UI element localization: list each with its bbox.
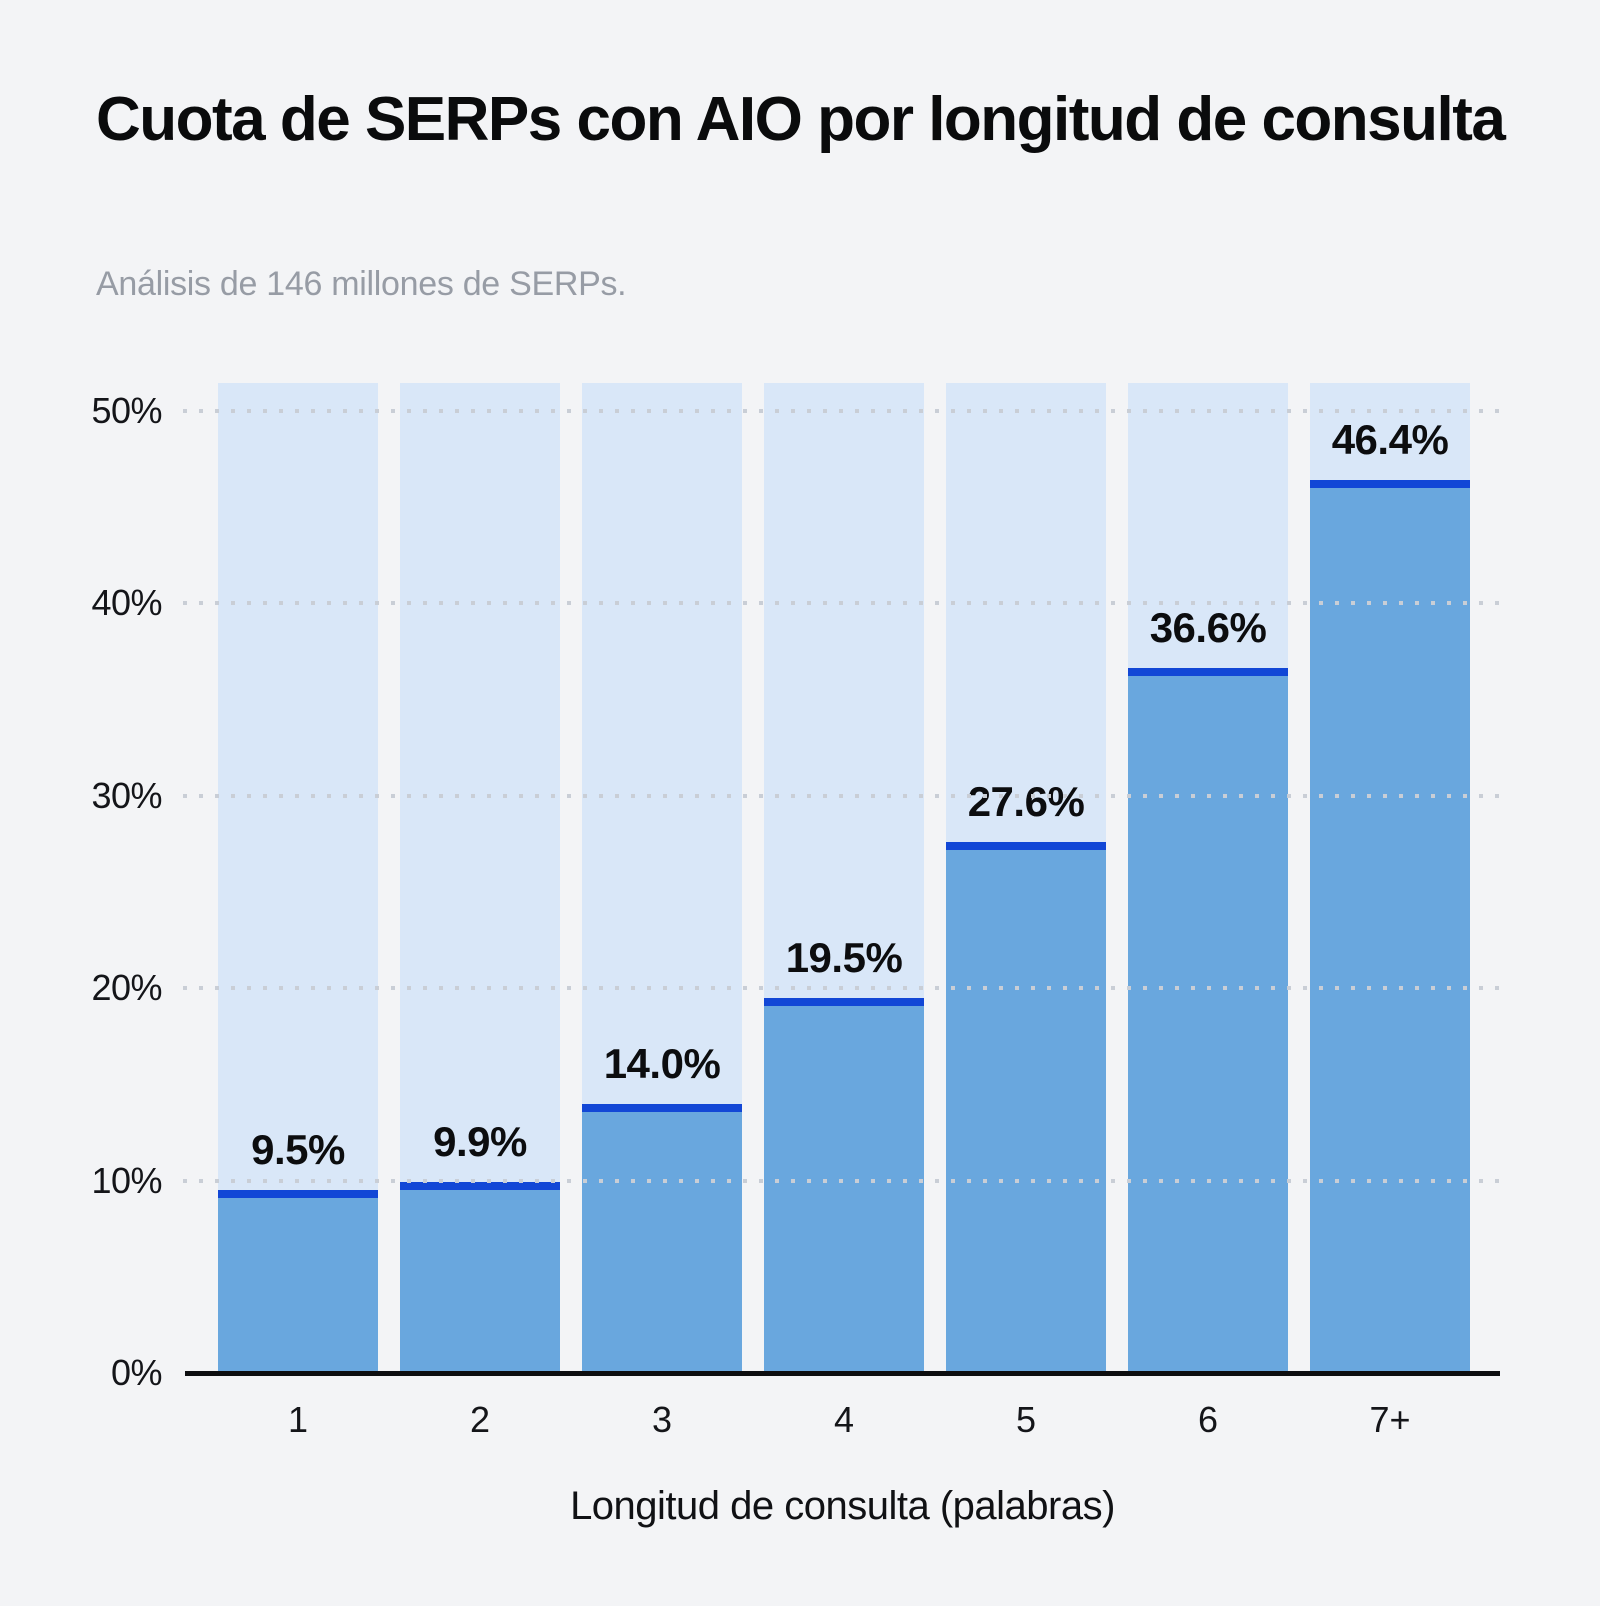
gridline: [183, 1178, 1500, 1183]
y-axis-tick-label: 20%: [91, 967, 162, 1008]
y-axis-tick-label: 10%: [91, 1159, 162, 1201]
bar-value-label: 27.6%: [967, 777, 1085, 825]
bar-value-label: 9.9%: [433, 1118, 527, 1166]
bar: [1128, 668, 1288, 1373]
x-axis-tick-label: 2: [469, 1399, 491, 1440]
bar-value-label: 19.5%: [785, 933, 903, 981]
bar: [946, 841, 1106, 1373]
y-axis-tick-label: 30%: [91, 774, 162, 816]
gridline: [183, 601, 1500, 605]
x-axis-title: Longitud de consulta (palabras): [570, 1484, 1115, 1528]
y-axis-tick-label: 0%: [110, 1352, 163, 1393]
gridline: [183, 408, 1500, 413]
gridline: [183, 793, 1500, 798]
x-axis-tick-label: 3: [651, 1399, 673, 1440]
bar: [218, 1190, 378, 1373]
gridline: [183, 986, 1500, 990]
x-axis-tick-label: 5: [1015, 1399, 1037, 1440]
x-axis-tick-label: 1: [287, 1399, 309, 1440]
x-axis-tick-label: 4: [833, 1399, 855, 1440]
y-axis-tick-label: 40%: [91, 582, 162, 623]
bar-value-label: 36.6%: [1149, 604, 1267, 652]
x-axis-line: [185, 1371, 1500, 1376]
bar-value-label: 14.0%: [603, 1039, 721, 1087]
x-axis-tick-label: 6: [1197, 1399, 1219, 1440]
chart-title: Cuota de SERPs con AIO por longitud de c…: [96, 85, 1506, 154]
bar: [764, 997, 924, 1373]
bar: [1310, 479, 1470, 1373]
y-axis-tick-label: 50%: [91, 389, 162, 431]
bar-value-label: 46.4%: [1331, 415, 1449, 463]
x-axis-tick-label: 7+: [1369, 1399, 1411, 1440]
bar: [400, 1182, 560, 1373]
bar: [582, 1103, 742, 1373]
bar-value-label: 9.5%: [251, 1126, 345, 1174]
chart-subtitle: Análisis de 146 millones de SERPs.: [96, 265, 627, 303]
